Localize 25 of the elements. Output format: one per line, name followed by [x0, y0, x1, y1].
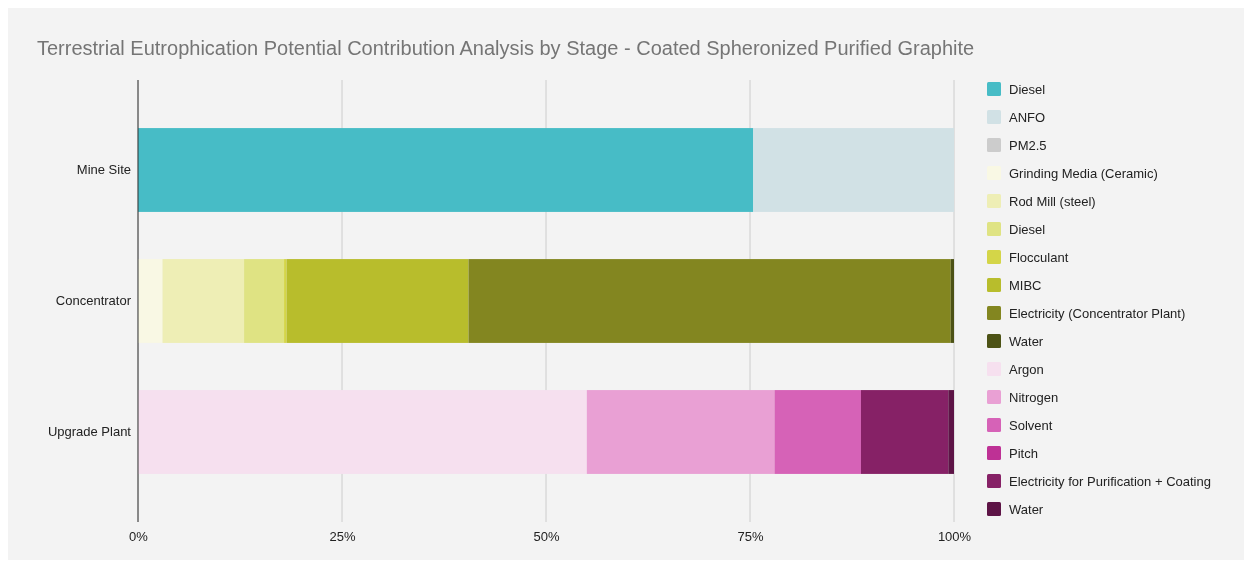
legend-label: MIBC [1009, 277, 1042, 293]
x-tick-label: 50% [533, 529, 560, 545]
y-tick-label: Upgrade Plant [47, 424, 132, 440]
legend-label: Pitch [1009, 445, 1038, 461]
x-tick-label: 100% [937, 529, 972, 545]
legend-label: Diesel [1009, 221, 1046, 237]
chart-title: Terrestrial Eutrophication Potential Contribution Analysis by Stage - Coated Spheronized Purified Graphite [37, 37, 975, 59]
legend-label: Grinding Media (Ceramic) [1009, 165, 1158, 181]
y-tick-label: Concentrator [55, 293, 132, 309]
legend-label: Flocculant [1009, 249, 1069, 265]
legend-label: Electricity (Concentrator Plant) [1009, 305, 1186, 321]
legend-label: Diesel [1009, 81, 1046, 97]
legend-label: Solvent [1009, 417, 1053, 433]
x-tick-label: 0% [129, 529, 149, 545]
legend-label: Water [1009, 501, 1044, 517]
legend-label: Nitrogen [1009, 389, 1059, 405]
x-tick-label: 75% [737, 529, 764, 545]
legend-label: PM2.5 [1009, 137, 1047, 153]
legend-label: Water [1009, 333, 1044, 349]
legend-label: ANFO [1009, 109, 1046, 125]
legend-label: Electricity for Purification + Coating [1009, 473, 1211, 489]
x-tick-label: 25% [329, 529, 356, 545]
legend-label: Argon [1009, 361, 1044, 377]
y-tick-label: Mine Site [76, 162, 131, 178]
legend-label: Rod Mill (steel) [1009, 193, 1096, 209]
